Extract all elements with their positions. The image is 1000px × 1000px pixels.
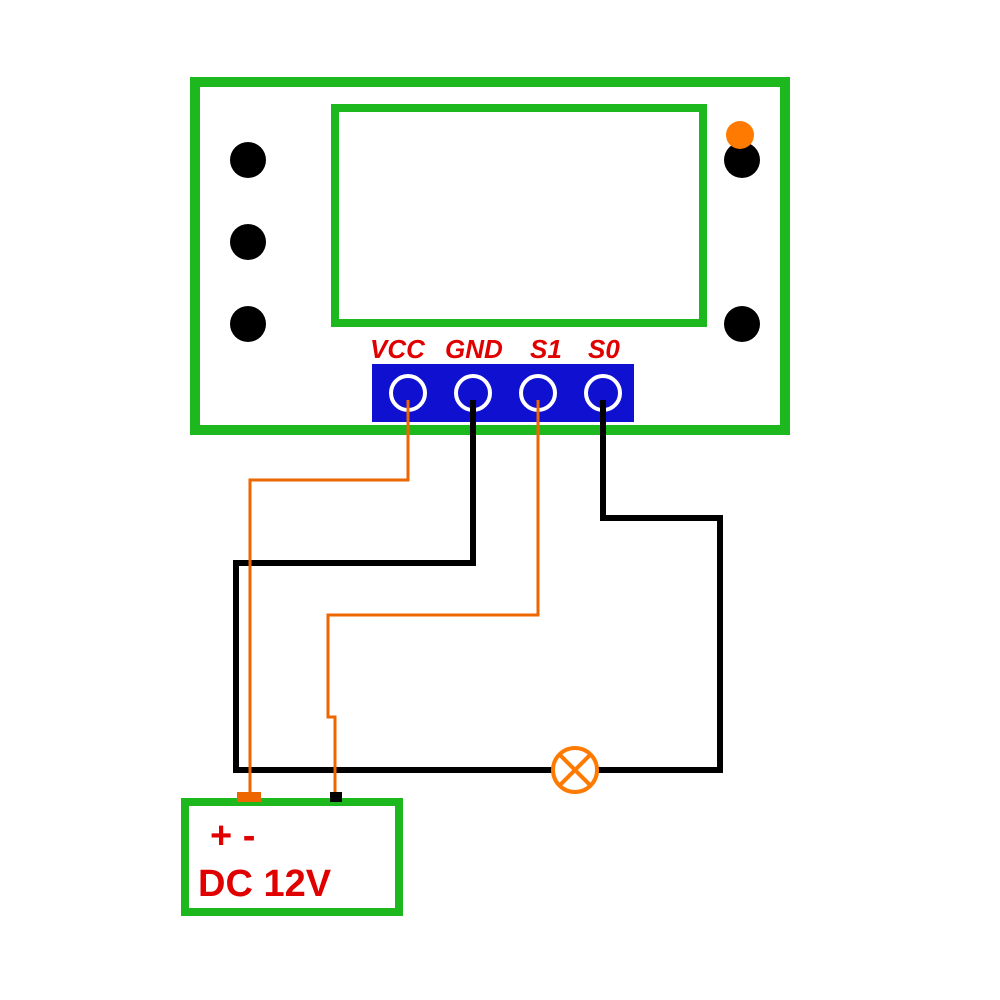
wire-gnd [236, 400, 555, 770]
mounting-hole [230, 142, 266, 178]
psu-voltage-label: DC 12V [198, 863, 332, 905]
wire-s0 [595, 400, 720, 770]
status-led-icon [726, 121, 754, 149]
mounting-hole [230, 306, 266, 342]
wire-s1 [328, 400, 538, 792]
wire-vcc [250, 400, 408, 792]
terminal-block [372, 364, 634, 422]
mounting-hole [724, 306, 760, 342]
psu-neg-post [330, 792, 342, 802]
wiring-diagram: VCC GND S1 S0 + - DC 12V [0, 0, 1000, 1000]
pin-label: VCC [370, 334, 426, 364]
pin-label: S0 [588, 334, 620, 364]
psu-pos-post [237, 792, 261, 802]
mounting-hole [230, 224, 266, 260]
psu-polarity-label: + - [210, 815, 255, 857]
pin-label: GND [445, 334, 503, 364]
pin-label: S1 [530, 334, 562, 364]
